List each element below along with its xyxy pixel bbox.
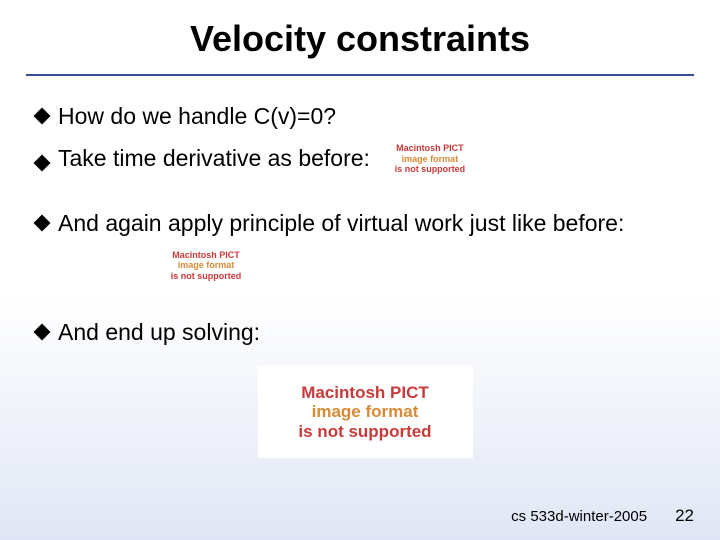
pict-line: is not supported	[298, 422, 431, 442]
slide-title: Velocity constraints	[26, 18, 694, 60]
footer-page-number: 22	[675, 506, 694, 526]
bullet-text: How do we handle C(v)=0?	[58, 102, 336, 131]
pict-placeholder-icon: Macintosh PICT image format is not suppo…	[152, 242, 260, 290]
slide-footer: cs 533d-winter-2005 22	[511, 506, 694, 526]
diamond-bullet-icon	[34, 214, 51, 231]
bullet-item: How do we handle C(v)=0?	[36, 102, 694, 131]
bullet-item: And again apply principle of virtual wor…	[36, 209, 694, 238]
pict-line: Macintosh PICT	[172, 250, 240, 260]
diamond-bullet-icon	[34, 154, 51, 171]
footer-course: cs 533d-winter-2005	[511, 508, 647, 525]
bullet-text: Take time derivative as before:	[58, 144, 370, 173]
bullet-text: And again apply principle of virtual wor…	[58, 209, 624, 238]
bullet-item: Take time derivative as before: Macintos…	[36, 135, 694, 183]
title-divider	[26, 74, 694, 76]
pict-line: Macintosh PICT	[396, 143, 464, 153]
pict-line: image format	[312, 402, 419, 422]
pict-line: Macintosh PICT	[301, 383, 429, 403]
pict-placeholder-wrap: Macintosh PICT image format is not suppo…	[146, 242, 694, 290]
slide: Velocity constraints How do we handle C(…	[0, 0, 720, 540]
pict-placeholder-icon: Macintosh PICT image format is not suppo…	[258, 366, 473, 458]
slide-body: How do we handle C(v)=0? Take time deriv…	[26, 102, 694, 458]
pict-line: is not supported	[171, 271, 242, 281]
diamond-bullet-icon	[34, 323, 51, 340]
pict-line: is not supported	[395, 164, 466, 174]
bullet-item: And end up solving:	[36, 318, 694, 347]
bullet-text: And end up solving:	[58, 318, 260, 347]
pict-placeholder-wrap: Macintosh PICT image format is not suppo…	[36, 366, 694, 458]
pict-placeholder-icon: Macintosh PICT image format is not suppo…	[376, 135, 484, 183]
pict-line: image format	[402, 154, 459, 164]
diamond-bullet-icon	[34, 108, 51, 125]
pict-line: image format	[178, 260, 235, 270]
